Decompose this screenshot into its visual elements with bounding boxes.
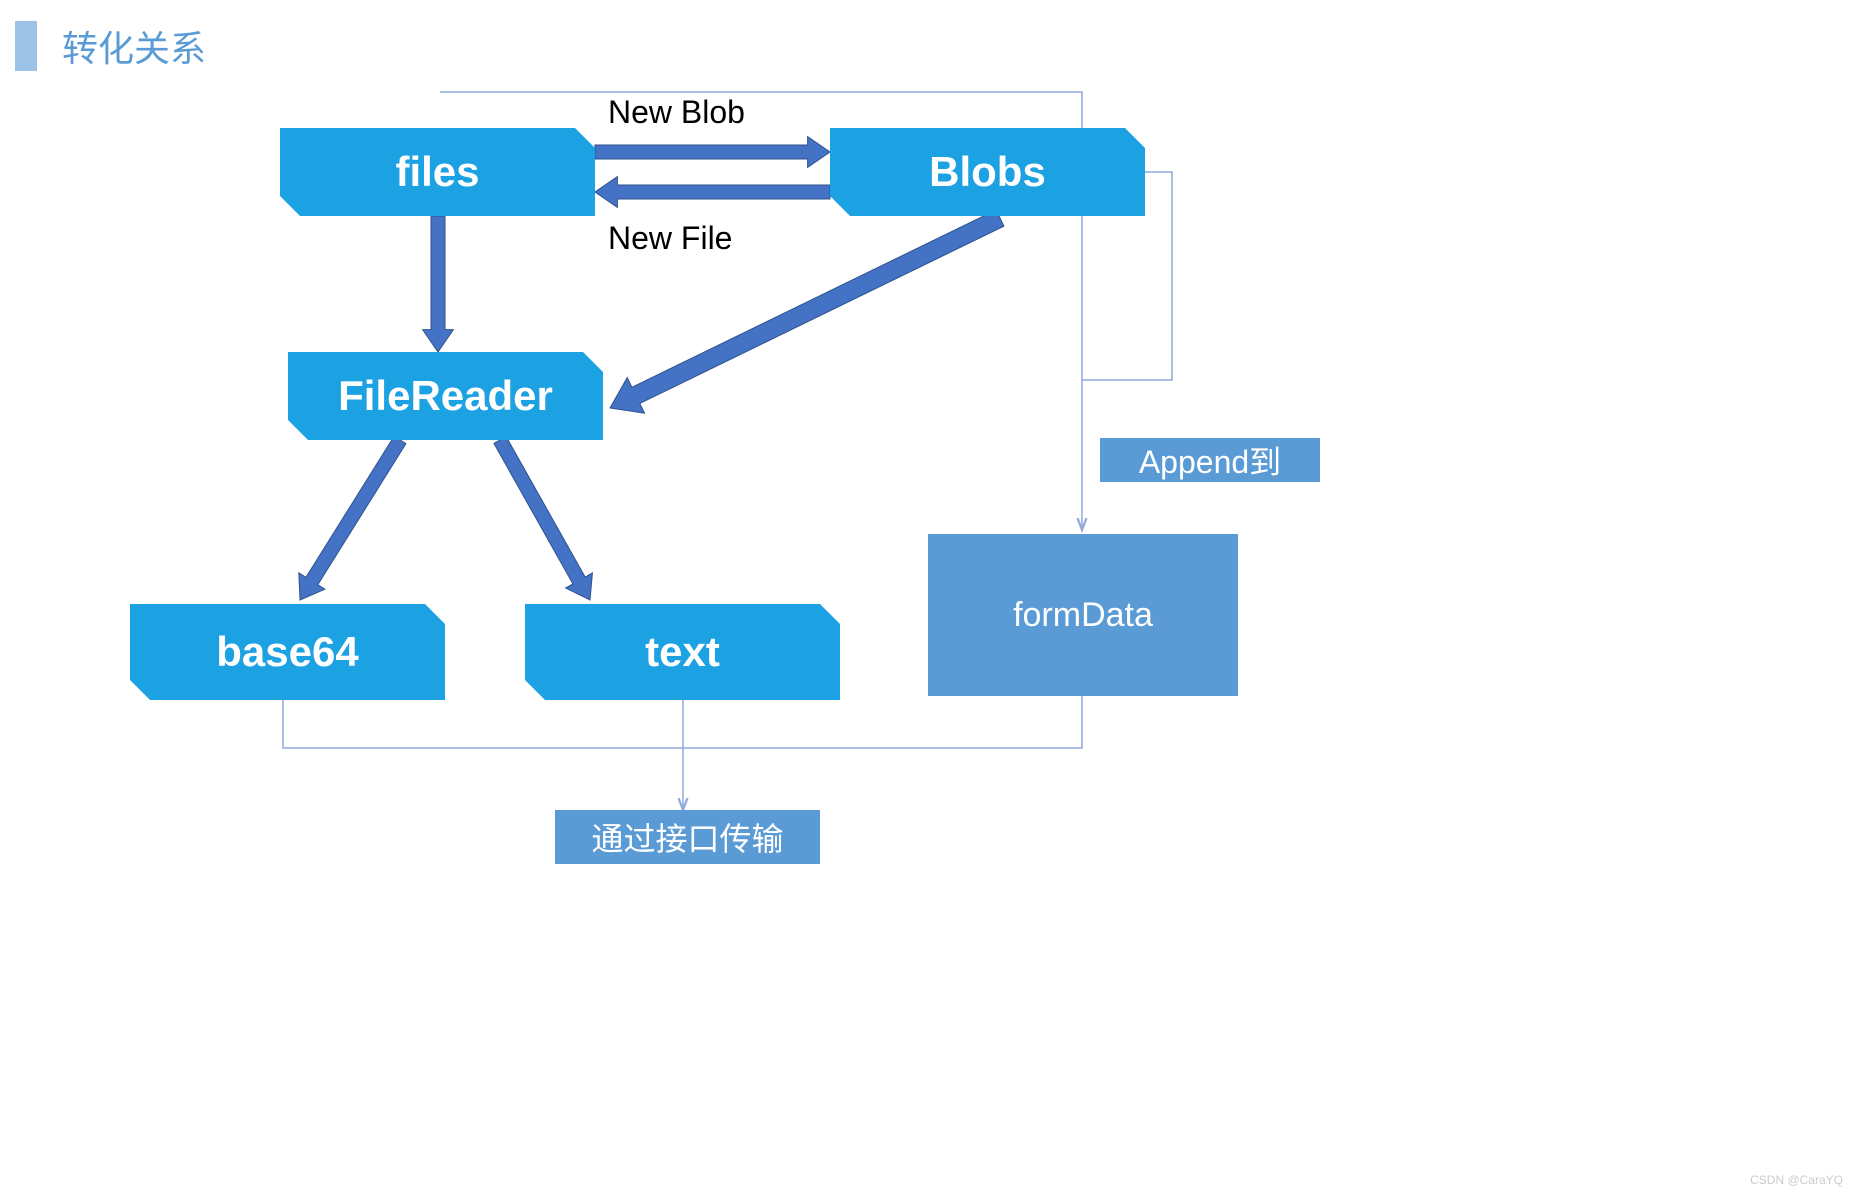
- node-files: files: [280, 128, 595, 216]
- label-newblob: New Blob: [608, 94, 745, 131]
- arrow-thick-5: [494, 437, 593, 600]
- arrow-thick-4: [299, 436, 406, 600]
- arrow-thick-0: [595, 137, 830, 168]
- node-transmit: 通过接口传输: [555, 810, 820, 864]
- node-blobs: Blobs: [830, 128, 1145, 216]
- node-filereader: FileReader: [288, 352, 603, 440]
- arrow-thick-1: [595, 177, 830, 208]
- node-base64: base64: [130, 604, 445, 700]
- label-newfile: New File: [608, 220, 732, 257]
- node-formdata: formData: [928, 534, 1238, 696]
- node-text: text: [525, 604, 840, 700]
- node-append: Append到: [1100, 438, 1320, 482]
- watermark: CSDN @CaraYQ: [1750, 1173, 1843, 1187]
- arrow-thick-2: [423, 216, 454, 352]
